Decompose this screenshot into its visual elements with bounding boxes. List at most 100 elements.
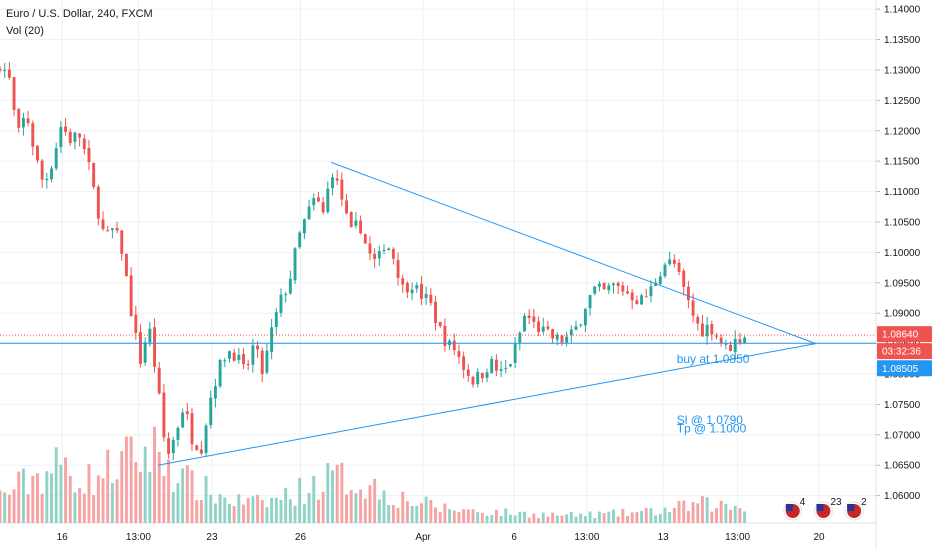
y-axis-tick-label: 1.06000	[884, 491, 921, 502]
volume-bar	[377, 499, 381, 523]
volume-bar	[139, 471, 142, 523]
volume-bar	[504, 508, 508, 523]
volume-bar	[560, 515, 564, 523]
volume-bar	[213, 503, 217, 523]
volume-bar	[368, 485, 372, 523]
candle-body	[59, 127, 63, 148]
volume-bar	[209, 494, 213, 523]
candle-body	[110, 228, 114, 231]
candle-body	[115, 228, 119, 231]
candle-body	[438, 321, 442, 326]
current-price-label: 1.08640	[882, 330, 919, 341]
candle-body	[696, 317, 700, 324]
volume-bar	[415, 505, 419, 523]
candle-body	[68, 131, 72, 144]
candle-body	[649, 286, 653, 296]
volume-bar	[424, 496, 428, 523]
volume-bar	[508, 514, 512, 523]
volume-bar	[50, 473, 53, 523]
volume-bar	[36, 473, 39, 523]
volume-bar	[396, 507, 400, 523]
volume-bar	[382, 490, 386, 523]
volume-bar	[284, 487, 288, 523]
volume-bar	[401, 491, 405, 523]
y-axis-tick-label: 1.09000	[884, 309, 921, 320]
candle-body	[218, 359, 222, 387]
candle-body	[349, 211, 353, 227]
candle-body	[363, 234, 367, 244]
candle-body	[382, 250, 386, 252]
volume-bar	[485, 515, 489, 523]
y-axis-tick-label: 1.14000	[884, 5, 921, 16]
volume-indicator-label: Vol (20)	[6, 25, 44, 37]
candle-body	[691, 300, 695, 316]
candle-body	[176, 427, 180, 440]
candle-body	[265, 350, 269, 373]
candle-body	[743, 337, 747, 343]
candle-body	[551, 329, 555, 339]
candle-body	[485, 372, 489, 378]
candle-body	[672, 259, 676, 264]
x-axis-tick-label: 16	[57, 532, 69, 543]
event-count-label: 4	[800, 497, 806, 508]
y-axis-tick-label: 1.10500	[884, 217, 921, 228]
x-axis-tick-label: 13:00	[725, 532, 750, 543]
volume-bar	[31, 475, 35, 523]
candle-body	[480, 372, 484, 379]
volume-bar	[274, 497, 278, 523]
x-axis-tick-label: 23	[206, 532, 218, 543]
candle-body	[504, 367, 508, 369]
volume-bar	[246, 498, 250, 523]
volume-bar	[26, 494, 30, 523]
volume-bar	[672, 507, 676, 523]
volume-bar	[21, 468, 25, 523]
volume-bar	[686, 510, 690, 523]
candle-body	[607, 285, 611, 291]
volume-bar	[162, 476, 166, 523]
volume-bar	[452, 510, 456, 523]
candle-body	[401, 278, 405, 285]
volume-bar	[78, 488, 82, 523]
candle-body	[719, 337, 723, 343]
candle-body	[274, 312, 278, 328]
candle-body	[457, 351, 461, 357]
volume-bar	[710, 511, 714, 523]
volume-bar	[110, 483, 114, 523]
candle-body	[256, 345, 260, 350]
candle-body	[326, 188, 330, 212]
candle-body	[45, 178, 49, 181]
candle-body	[396, 260, 400, 278]
volume-bar	[565, 514, 569, 523]
volume-bar	[513, 515, 517, 523]
volume-bar	[607, 511, 611, 523]
candle-body	[228, 351, 231, 359]
y-axis-tick-label: 1.13000	[884, 65, 921, 76]
x-axis-tick-label: 26	[295, 532, 307, 543]
trendline-lower[interactable]	[157, 343, 816, 466]
candle-body	[260, 350, 264, 374]
candle-body	[583, 309, 587, 326]
candle-body	[387, 248, 391, 251]
volume-bar	[387, 504, 391, 523]
candle-body	[405, 283, 409, 293]
volume-bar	[583, 516, 587, 523]
volume-bar	[64, 457, 68, 523]
candle-body	[101, 219, 105, 229]
candle-body	[204, 425, 208, 453]
volume-bar	[602, 513, 606, 523]
volume-bar	[3, 492, 7, 523]
candle-body	[223, 360, 227, 362]
candle-body	[134, 314, 138, 333]
volume-bar	[448, 509, 452, 523]
volume-bar	[612, 509, 615, 523]
volume-bar	[410, 505, 414, 523]
candle-body	[537, 321, 540, 333]
candle-body	[410, 289, 414, 294]
volume-bar	[691, 502, 695, 523]
trendline-upper[interactable]	[330, 161, 816, 345]
candle-body	[555, 334, 559, 340]
candle-body	[232, 352, 236, 361]
volume-bar	[541, 512, 545, 523]
